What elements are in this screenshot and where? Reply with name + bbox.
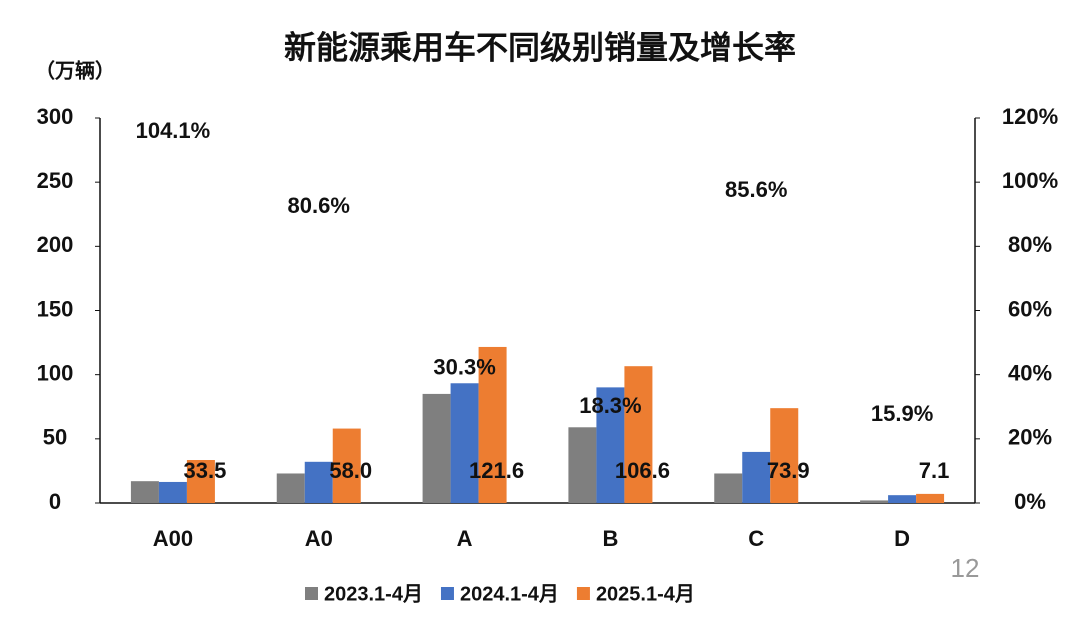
bar <box>568 427 597 503</box>
y2-tick-label: 40% <box>1008 360 1052 385</box>
y2-tick-label: 100% <box>1002 168 1058 193</box>
y-tick-label: 150 <box>37 296 74 321</box>
y-tick-label: 250 <box>37 168 74 193</box>
bar <box>276 473 305 503</box>
bar <box>422 393 451 503</box>
bar <box>860 500 889 503</box>
x-tick-label: B <box>602 526 618 551</box>
bar <box>130 481 159 503</box>
legend-swatch <box>440 587 454 600</box>
bar <box>332 428 361 503</box>
y2-tick-label: 20% <box>1008 425 1052 450</box>
y2-tick-label: 60% <box>1008 296 1052 321</box>
y-tick-label: 300 <box>37 104 74 129</box>
x-tick-label: A <box>457 526 473 551</box>
growth-label: 18.3% <box>579 393 641 418</box>
growth-label: 80.6% <box>288 193 350 218</box>
y2-tick-label: 120% <box>1002 104 1058 129</box>
y-axis-label: （万辆） <box>35 58 115 82</box>
value-label: 58.0 <box>329 458 372 483</box>
y2-tick-label: 80% <box>1008 232 1052 257</box>
legend-label: 2023.1-4月 <box>324 583 423 605</box>
bar <box>714 473 743 503</box>
chart-title: 新能源乘用车不同级别销量及增长率 <box>284 29 796 65</box>
value-label: 121.6 <box>469 458 524 483</box>
bar <box>624 366 653 503</box>
y-tick-label: 200 <box>37 232 74 257</box>
bar <box>158 481 187 503</box>
bar <box>770 408 799 503</box>
bar <box>888 495 917 503</box>
value-label: 7.1 <box>919 458 950 483</box>
y2-tick-label: 0% <box>1014 489 1046 514</box>
value-label: 33.5 <box>184 458 227 483</box>
value-label: 106.6 <box>615 458 670 483</box>
growth-label: 30.3% <box>433 355 495 380</box>
x-tick-label: A0 <box>305 526 333 551</box>
bar <box>304 461 333 503</box>
bar <box>596 387 625 503</box>
legend-swatch <box>576 587 590 600</box>
x-tick-label: A00 <box>153 526 193 551</box>
legend-swatch <box>305 587 318 600</box>
x-tick-label: C <box>748 526 764 551</box>
y-tick-label: 50 <box>43 425 67 450</box>
growth-label: 85.6% <box>725 177 787 202</box>
y-tick-label: 0 <box>49 489 61 514</box>
growth-label: 15.9% <box>871 401 933 426</box>
bar <box>916 493 945 503</box>
legend-label: 2024.1-4月 <box>460 583 559 605</box>
bar <box>742 451 771 503</box>
page-number: 12 <box>951 553 980 583</box>
bar <box>450 383 479 503</box>
y-tick-label: 100 <box>37 360 74 385</box>
x-tick-label: D <box>894 526 910 551</box>
bar <box>186 460 215 503</box>
growth-label: 104.1% <box>136 118 211 143</box>
value-label: 73.9 <box>767 458 810 483</box>
bar <box>478 346 507 503</box>
legend-label: 2025.1-4月 <box>596 583 695 605</box>
